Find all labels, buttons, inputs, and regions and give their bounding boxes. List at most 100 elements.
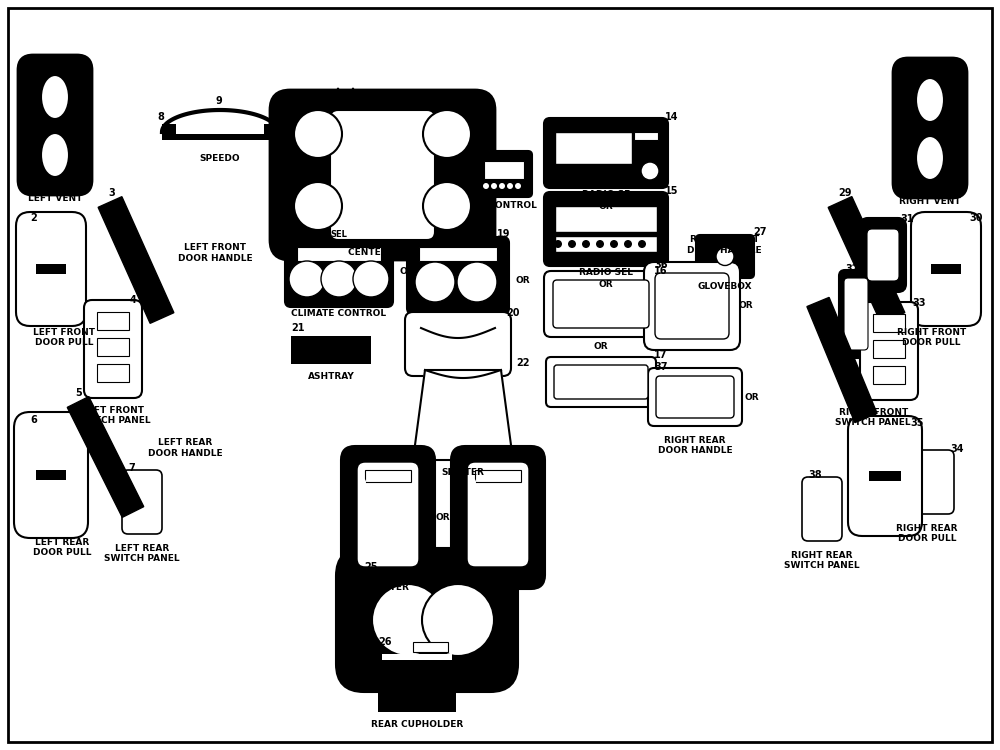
FancyBboxPatch shape xyxy=(848,416,922,536)
Circle shape xyxy=(294,110,342,158)
Circle shape xyxy=(568,240,576,248)
Text: 6: 6 xyxy=(30,415,37,425)
Text: REAR CUPHOLDER: REAR CUPHOLDER xyxy=(371,720,463,729)
Circle shape xyxy=(358,546,366,554)
FancyBboxPatch shape xyxy=(860,218,906,292)
FancyBboxPatch shape xyxy=(18,55,92,195)
Text: SEL: SEL xyxy=(380,447,396,456)
Text: SPEEDO: SPEEDO xyxy=(200,154,240,163)
Ellipse shape xyxy=(41,133,69,177)
Text: LEFT REAR
DOOR HANDLE: LEFT REAR DOOR HANDLE xyxy=(148,438,223,458)
Circle shape xyxy=(468,529,476,537)
Bar xyxy=(634,132,658,140)
Circle shape xyxy=(358,478,366,486)
Text: CENTER VENT: CENTER VENT xyxy=(348,248,417,257)
Bar xyxy=(555,206,657,232)
Text: OR: OR xyxy=(739,302,753,310)
Circle shape xyxy=(638,240,646,248)
Text: 3: 3 xyxy=(108,188,115,198)
Bar xyxy=(264,124,278,140)
FancyBboxPatch shape xyxy=(122,470,162,534)
Text: SHIFTER: SHIFTER xyxy=(367,583,409,592)
Circle shape xyxy=(554,240,562,248)
Text: 8: 8 xyxy=(157,112,164,122)
Text: 27: 27 xyxy=(753,227,767,237)
Text: 9: 9 xyxy=(215,96,222,106)
Text: 2: 2 xyxy=(30,213,37,223)
Text: SHIFTER: SHIFTER xyxy=(442,468,484,477)
Text: 7: 7 xyxy=(128,463,135,473)
FancyBboxPatch shape xyxy=(844,278,868,350)
Bar xyxy=(413,642,448,652)
Polygon shape xyxy=(98,196,174,323)
Text: RADIO SEL: RADIO SEL xyxy=(579,268,633,277)
Text: 31: 31 xyxy=(900,214,914,224)
Text: 10: 10 xyxy=(276,112,290,122)
Circle shape xyxy=(358,495,366,503)
FancyBboxPatch shape xyxy=(16,212,86,326)
Text: 22: 22 xyxy=(516,358,530,368)
Text: SEL: SEL xyxy=(331,230,347,239)
Polygon shape xyxy=(828,196,905,323)
Bar xyxy=(555,132,632,164)
Polygon shape xyxy=(67,397,144,518)
Circle shape xyxy=(422,584,494,656)
Text: 38: 38 xyxy=(808,470,822,480)
FancyBboxPatch shape xyxy=(553,280,649,328)
Circle shape xyxy=(483,183,489,189)
Circle shape xyxy=(358,529,366,537)
Text: 11: 11 xyxy=(308,90,322,100)
Text: RIGHT REAR
DOOR HANDLE: RIGHT REAR DOOR HANDLE xyxy=(658,436,732,455)
Bar xyxy=(297,247,381,261)
Text: 33: 33 xyxy=(912,298,926,308)
Text: RIGHT VENT: RIGHT VENT xyxy=(899,197,961,206)
Circle shape xyxy=(491,183,497,189)
Bar xyxy=(555,236,657,252)
Circle shape xyxy=(515,183,521,189)
Bar xyxy=(931,264,961,274)
FancyBboxPatch shape xyxy=(330,110,435,240)
Ellipse shape xyxy=(41,75,69,119)
FancyBboxPatch shape xyxy=(696,235,754,278)
Text: 34: 34 xyxy=(950,444,964,454)
Polygon shape xyxy=(807,298,877,422)
Circle shape xyxy=(716,248,734,266)
Text: CD CONTROL: CD CONTROL xyxy=(471,201,537,210)
Text: 30: 30 xyxy=(969,213,982,223)
Circle shape xyxy=(321,261,357,297)
Circle shape xyxy=(353,261,389,297)
Circle shape xyxy=(610,240,618,248)
Polygon shape xyxy=(413,370,513,460)
Bar xyxy=(176,134,264,140)
Text: OR: OR xyxy=(516,276,530,285)
Circle shape xyxy=(641,162,659,180)
Circle shape xyxy=(468,546,476,554)
Text: 32: 32 xyxy=(845,264,858,274)
Bar xyxy=(382,654,452,660)
Text: 36: 36 xyxy=(654,260,668,270)
FancyBboxPatch shape xyxy=(357,462,419,567)
FancyBboxPatch shape xyxy=(407,237,509,314)
Text: REAR CONSOLE: REAR CONSOLE xyxy=(394,668,472,677)
Text: LEFT FRONT
DOOR PULL: LEFT FRONT DOOR PULL xyxy=(33,328,95,347)
Bar xyxy=(97,338,129,356)
Circle shape xyxy=(499,183,505,189)
Text: 21: 21 xyxy=(291,323,304,333)
FancyBboxPatch shape xyxy=(802,477,842,541)
FancyBboxPatch shape xyxy=(451,446,545,589)
Text: 29: 29 xyxy=(838,188,852,198)
Circle shape xyxy=(457,262,497,302)
Text: RIGHT REAR
SWITCH PANEL: RIGHT REAR SWITCH PANEL xyxy=(784,551,860,571)
Circle shape xyxy=(423,110,471,158)
Circle shape xyxy=(423,182,471,230)
Text: 18: 18 xyxy=(291,229,305,239)
FancyBboxPatch shape xyxy=(476,151,532,197)
Circle shape xyxy=(372,584,444,656)
Text: LEFT FRONT
SWITCH PANEL: LEFT FRONT SWITCH PANEL xyxy=(75,406,151,425)
Text: RIGHT FRONT
DOOR HANDLE: RIGHT FRONT DOOR HANDLE xyxy=(687,236,762,255)
Text: LEFT VENT: LEFT VENT xyxy=(28,194,82,203)
Text: 19: 19 xyxy=(497,229,511,239)
Text: 37: 37 xyxy=(654,362,668,372)
Bar xyxy=(36,264,66,274)
Bar xyxy=(869,471,901,481)
